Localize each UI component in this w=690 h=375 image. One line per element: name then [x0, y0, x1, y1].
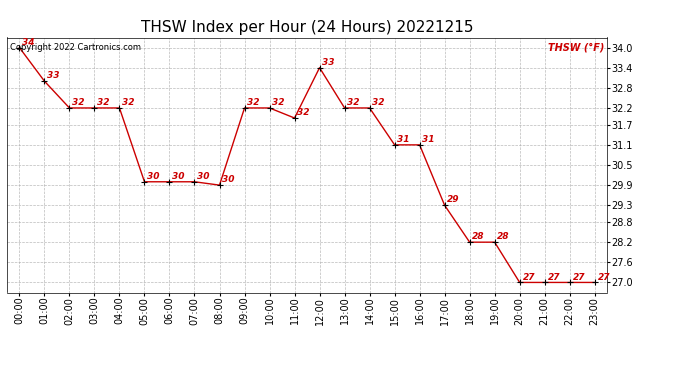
Text: 30: 30: [197, 172, 210, 181]
Text: 28: 28: [497, 232, 510, 242]
Text: 34: 34: [22, 38, 34, 47]
Text: 31: 31: [422, 135, 435, 144]
Text: 30: 30: [222, 176, 235, 184]
Text: Copyright 2022 Cartronics.com: Copyright 2022 Cartronics.com: [10, 43, 141, 52]
Text: 29: 29: [447, 195, 460, 204]
Text: 28: 28: [473, 232, 485, 242]
Title: THSW Index per Hour (24 Hours) 20221215: THSW Index per Hour (24 Hours) 20221215: [141, 20, 473, 35]
Text: 33: 33: [47, 71, 60, 80]
Text: 32: 32: [373, 98, 385, 107]
Text: 32: 32: [273, 98, 285, 107]
Text: 32: 32: [122, 98, 135, 107]
Text: 32: 32: [347, 98, 360, 107]
Text: 32: 32: [247, 98, 260, 107]
Text: 32: 32: [297, 108, 310, 117]
Text: 27: 27: [598, 273, 610, 282]
Text: 30: 30: [147, 172, 160, 181]
Text: 27: 27: [547, 273, 560, 282]
Text: 32: 32: [72, 98, 85, 107]
Text: 27: 27: [573, 273, 585, 282]
Text: 27: 27: [522, 273, 535, 282]
Text: 30: 30: [172, 172, 185, 181]
Text: THSW (°F): THSW (°F): [548, 43, 604, 52]
Text: 31: 31: [397, 135, 410, 144]
Text: 32: 32: [97, 98, 110, 107]
Text: 33: 33: [322, 58, 335, 67]
